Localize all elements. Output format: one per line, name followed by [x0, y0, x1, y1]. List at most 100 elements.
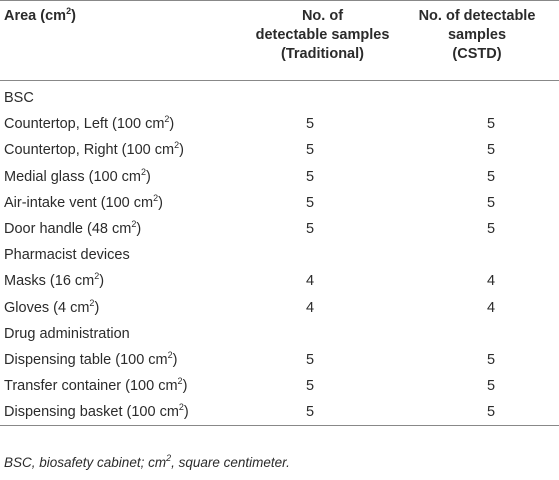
cell-cstd: 5: [395, 164, 559, 190]
cell-cstd: 5: [395, 347, 559, 373]
cell-area-text: Medial glass (100 cm: [4, 168, 141, 185]
header-area-text: Area (cm: [4, 8, 67, 24]
table-header: Area (cm2) No. of detectable samples (Tr…: [0, 0, 559, 81]
cell-area-close: ): [172, 351, 178, 368]
cell-area-text: Gloves (4 cm: [4, 299, 90, 316]
cell-traditional: 5: [250, 216, 395, 242]
cell-traditional: 4: [250, 268, 395, 294]
cell-traditional-value: 5: [306, 404, 315, 421]
cell-traditional-value: 5: [306, 194, 315, 211]
table-row: Transfer container (100 cm2) 5 5: [0, 373, 559, 399]
header-row: Area (cm2) No. of detectable samples (Tr…: [0, 0, 559, 81]
header-traditional-line3: (Traditional): [281, 46, 364, 62]
cell-area: Masks (16 cm2): [0, 268, 250, 294]
cell-area: Drug administration: [0, 321, 250, 347]
cell-area-close: ): [183, 404, 189, 421]
cell-traditional: [250, 242, 395, 268]
cell-area: Dispensing basket (100 cm2): [0, 399, 250, 427]
cell-cstd: 5: [395, 373, 559, 399]
cell-traditional: 5: [250, 373, 395, 399]
cell-area-sup: 2: [141, 166, 147, 177]
cell-area-text: Door handle (48 cm: [4, 221, 132, 238]
cell-area-text: Dispensing table (100 cm: [4, 351, 168, 368]
cell-cstd: 4: [395, 295, 559, 321]
cell-area-sup: 2: [131, 219, 137, 230]
cell-cstd-value: 5: [487, 351, 496, 368]
cell-traditional-value: 5: [306, 221, 315, 238]
cell-traditional: 5: [250, 111, 395, 137]
cell-area: Gloves (4 cm2): [0, 295, 250, 321]
table-row: Pharmacist devices: [0, 242, 559, 268]
table-row: Air-intake vent (100 cm2) 5 5: [0, 190, 559, 216]
cell-traditional: 5: [250, 164, 395, 190]
cell-traditional: [250, 321, 395, 347]
header-area-sup: 2: [66, 6, 72, 16]
header-traditional-line2: detectable samples: [255, 27, 390, 43]
cell-area: Countertop, Right (100 cm2): [0, 137, 250, 163]
table-row: Door handle (48 cm2) 5 5: [0, 216, 559, 242]
footnote-part2: , square centimeter.: [171, 455, 290, 470]
cell-area-close: ): [179, 142, 184, 159]
cell-traditional: 5: [250, 190, 395, 216]
cell-area-close: ): [158, 194, 163, 211]
table-footnote: BSC, biosafety cabinet; cm2, square cent…: [4, 454, 290, 471]
table-row: Medial glass (100 cm2) 5 5: [0, 164, 559, 190]
table-row: Countertop, Right (100 cm2) 5 5: [0, 137, 559, 163]
cell-traditional: 5: [250, 137, 395, 163]
cell-area-text: Masks (16 cm: [4, 273, 95, 290]
cell-cstd: [395, 81, 559, 112]
cell-area: Transfer container (100 cm2): [0, 373, 250, 399]
cell-traditional: [250, 81, 395, 112]
cell-area-text: BSC: [4, 90, 34, 107]
cell-area-close: ): [94, 299, 100, 316]
cell-area: Medial glass (100 cm2): [0, 164, 250, 190]
cell-cstd: 5: [395, 190, 559, 216]
cell-traditional-value: 5: [306, 378, 315, 395]
cell-area: Pharmacist devices: [0, 242, 250, 268]
cell-area-sup: 2: [94, 271, 100, 282]
cell-traditional-value: 5: [306, 351, 315, 368]
cell-area-close: ): [146, 168, 151, 185]
header-cstd: No. of detectable samples (CSTD): [395, 0, 559, 81]
cell-cstd-value: 5: [487, 142, 496, 159]
header-traditional-line1: No. of: [301, 8, 344, 24]
cell-area-sup: 2: [178, 402, 184, 413]
header-area-close: ): [71, 8, 76, 24]
footnote-part1: BSC, biosafety cabinet; cm: [4, 455, 167, 470]
cell-area-sup: 2: [89, 297, 95, 308]
cell-area-text: Drug administration: [4, 325, 130, 342]
cell-area-text: Countertop, Left (100 cm: [4, 116, 165, 133]
cell-traditional-value: 4: [306, 273, 315, 290]
table-row: Dispensing table (100 cm2) 5 5: [0, 347, 559, 373]
cell-cstd: 4: [395, 268, 559, 294]
cell-area-close: ): [169, 116, 175, 133]
data-table: Area (cm2) No. of detectable samples (Tr…: [0, 0, 559, 427]
cell-cstd-value: 5: [487, 194, 496, 211]
cell-area: Door handle (48 cm2): [0, 216, 250, 242]
cell-cstd: 5: [395, 216, 559, 242]
cell-area-text: Countertop, Right (100 cm: [4, 142, 175, 159]
cell-cstd-value: 5: [487, 168, 496, 185]
cell-area: Air-intake vent (100 cm2): [0, 190, 250, 216]
cell-cstd-value: 5: [487, 404, 496, 421]
cell-area-sup: 2: [177, 376, 183, 387]
cell-cstd: 5: [395, 399, 559, 427]
cell-cstd: 5: [395, 137, 559, 163]
cell-cstd: 5: [395, 111, 559, 137]
cell-area: Countertop, Left (100 cm2): [0, 111, 250, 137]
table-row: Masks (16 cm2) 4 4: [0, 268, 559, 294]
cell-area-sup: 2: [164, 114, 170, 125]
cell-area-text: Dispensing basket (100 cm: [4, 404, 179, 421]
cell-traditional: 5: [250, 399, 395, 427]
cell-cstd-value: 5: [487, 116, 496, 133]
cell-cstd-value: 4: [487, 273, 496, 290]
cell-cstd-value: 5: [487, 378, 496, 395]
header-area: Area (cm2): [0, 0, 250, 81]
table-row: Gloves (4 cm2) 4 4: [0, 295, 559, 321]
cell-cstd: [395, 242, 559, 268]
cell-area-sup: 2: [153, 192, 159, 203]
cell-area-sup: 2: [174, 140, 180, 151]
header-cstd-line2: samples: [447, 27, 507, 43]
cell-area-close: ): [136, 221, 142, 238]
